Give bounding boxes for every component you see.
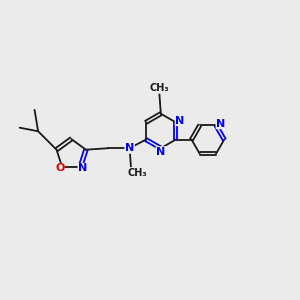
Text: N: N xyxy=(78,164,87,173)
Text: CH₃: CH₃ xyxy=(128,168,148,178)
Text: N: N xyxy=(156,147,166,157)
Text: N: N xyxy=(175,116,184,126)
Text: N: N xyxy=(125,143,134,153)
Text: CH₃: CH₃ xyxy=(149,83,169,93)
Text: O: O xyxy=(55,164,64,173)
Text: N: N xyxy=(216,118,225,129)
